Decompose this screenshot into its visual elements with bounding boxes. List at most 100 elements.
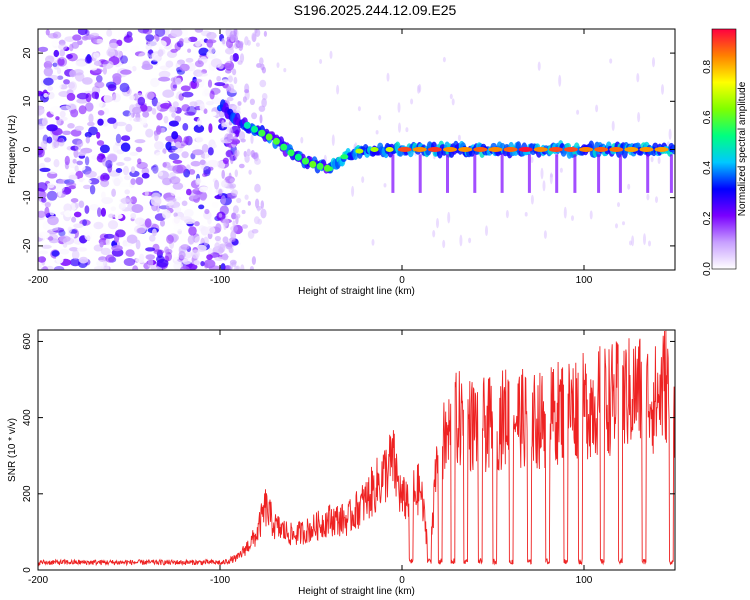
heatmap-peak: [594, 147, 609, 152]
heatmap-noise-blob: [38, 210, 46, 218]
heatmap-noise-blob: [195, 40, 201, 47]
heatmap-noise-blob: [116, 162, 125, 166]
heatmap-noise-blob: [137, 96, 146, 106]
heatmap-noise-blob: [207, 79, 213, 88]
heatmap-noise-blob: [56, 67, 62, 75]
heatmap-noise-blob: [115, 133, 122, 144]
heatmap-noise-blob: [63, 203, 73, 213]
heatmap-noise-blob: [69, 232, 76, 239]
heatmap-noise-blob: [244, 89, 250, 94]
heatmap-streak: [573, 154, 577, 193]
heatmap-noise-blob: [559, 167, 563, 173]
heatmap-noise-blob: [234, 169, 238, 178]
heatmap-noise-blob: [160, 219, 165, 227]
heatmap-peak: [294, 153, 302, 161]
heatmap-noise-blob: [48, 147, 58, 156]
heatmap-noise-blob: [351, 185, 355, 197]
heatmap-noise-blob: [219, 205, 229, 216]
heatmap-noise-blob: [38, 106, 45, 116]
heatmap-noise-blob: [135, 146, 143, 153]
heatmap-noise-blob: [118, 202, 126, 210]
heatmap-noise-blob: [542, 180, 546, 192]
heatmap-noise-blob: [185, 57, 194, 63]
heatmap-noise-blob: [210, 111, 217, 116]
heatmap-noise-blob: [171, 131, 179, 140]
heatmap-noise-blob: [43, 67, 53, 77]
heatmap-noise-blob: [142, 111, 150, 118]
heatmap-noise-blob: [221, 169, 225, 179]
heatmap-noise-blob: [217, 92, 227, 99]
heatmap-noise-blob: [111, 245, 123, 252]
heatmap-noise-blob: [451, 98, 455, 106]
heatmap-peak: [458, 147, 473, 152]
y-tick-label: 600: [22, 333, 33, 350]
heatmap-noise-blob: [73, 211, 82, 218]
heatmap-noise-blob: [97, 207, 102, 218]
heatmap-noise-blob: [150, 196, 162, 207]
heatmap-noise-blob: [175, 141, 182, 148]
heatmap-noise-blob: [180, 85, 191, 92]
heatmap-noise-blob: [260, 200, 264, 209]
heatmap-noise-blob: [240, 264, 245, 270]
heatmap-noise-blob: [95, 38, 104, 44]
heatmap-noise-blob: [65, 103, 77, 111]
heatmap-noise-blob: [69, 70, 77, 78]
heatmap-peak: [427, 147, 442, 152]
heatmap-noise-blob: [82, 179, 92, 184]
heatmap-noise-blob: [97, 118, 104, 126]
heatmap-noise-blob: [186, 188, 192, 196]
heatmap-noise-blob: [164, 246, 170, 255]
heatmap-noise-blob: [174, 115, 182, 123]
heatmap-noise-blob: [130, 178, 136, 186]
heatmap-noise-blob: [232, 53, 239, 62]
heatmap-noise-blob: [183, 250, 193, 259]
heatmap-noise-blob: [85, 102, 94, 112]
heatmap-noise-blob: [615, 223, 618, 229]
heatmap-noise-blob: [66, 92, 76, 101]
heatmap-noise-blob: [652, 57, 655, 68]
heatmap-noise-blob: [124, 175, 131, 181]
heatmap-noise-blob: [151, 108, 157, 115]
heatmap-noise-blob: [151, 166, 161, 174]
heatmap-noise-blob: [232, 220, 236, 227]
heatmap-noise-blob: [244, 154, 250, 163]
heatmap-noise-blob: [530, 156, 534, 163]
heatmap-noise-blob: [214, 179, 220, 190]
heatmap-noise-blob: [226, 96, 234, 102]
heatmap-noise-blob: [251, 229, 259, 234]
heatmap-noise-blob: [156, 258, 169, 268]
heatmap-noise-blob: [405, 127, 409, 133]
heatmap-noise-blob: [99, 144, 110, 154]
heatmap-noise-blob: [51, 39, 62, 47]
heatmap-noise-blob: [194, 29, 204, 33]
heatmap-noise-blob: [38, 250, 49, 255]
heatmap-peak: [624, 147, 639, 152]
heatmap-noise-blob: [71, 250, 80, 260]
heatmap-peak: [280, 143, 288, 151]
heatmap-noise-blob: [260, 208, 267, 219]
heatmap-noise-blob: [82, 219, 87, 227]
heatmap-noise-blob: [214, 235, 221, 242]
heatmap-noise-blob: [208, 186, 213, 196]
heatmap-noise-blob: [226, 133, 234, 143]
heatmap-noise-blob: [336, 84, 340, 95]
heatmap-noise-blob: [246, 148, 251, 157]
heatmap-streak: [669, 154, 673, 193]
heatmap-noise-blob: [229, 55, 234, 62]
heatmap-noise-blob: [193, 260, 200, 266]
heatmap-noise-blob: [249, 98, 255, 106]
heatmap-noise-blob: [55, 116, 60, 121]
heatmap-noise-blob: [233, 29, 238, 37]
heatmap-noise-blob: [112, 175, 123, 184]
heatmap-noise-blob: [178, 250, 186, 260]
x-tick-label: -200: [28, 275, 48, 286]
heatmap-noise-blob: [204, 151, 209, 162]
heatmap-noise-blob: [223, 265, 232, 270]
heatmap-noise-blob: [93, 221, 104, 230]
heatmap-noise-blob: [47, 215, 59, 226]
heatmap-noise-blob: [198, 204, 205, 210]
heatmap-noise-blob: [99, 174, 105, 182]
heatmap-noise-blob: [193, 124, 205, 133]
heatmap-noise-blob: [47, 236, 54, 241]
heatmap-noise-blob: [331, 134, 335, 146]
